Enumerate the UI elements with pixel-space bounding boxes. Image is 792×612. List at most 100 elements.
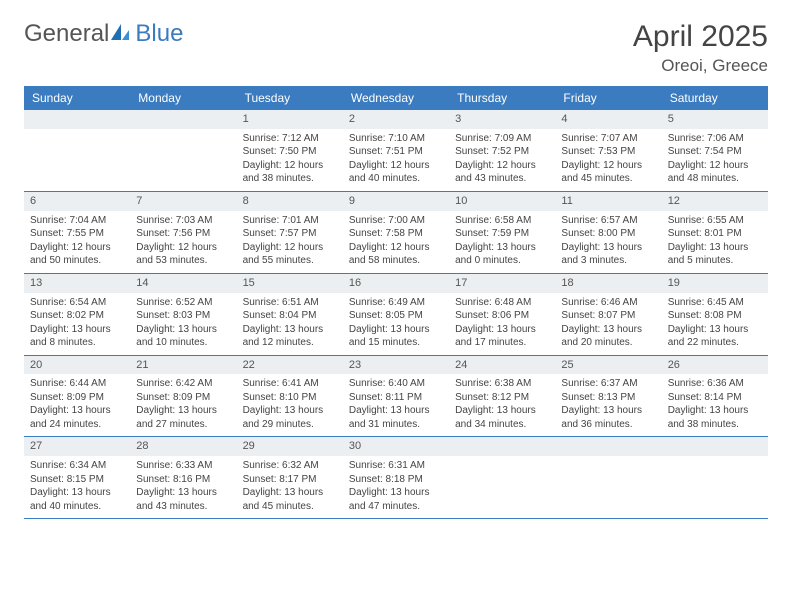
daylight-text: Daylight: 12 hours and 38 minutes.	[243, 159, 337, 186]
day-number: 28	[130, 437, 236, 456]
sunset-text: Sunset: 8:13 PM	[561, 391, 655, 405]
sunrise-text: Sunrise: 6:49 AM	[349, 296, 443, 310]
daylight-text: Daylight: 12 hours and 40 minutes.	[349, 159, 443, 186]
sail-icon	[109, 22, 131, 47]
daylight-text: Daylight: 13 hours and 29 minutes.	[243, 404, 337, 431]
weekday-header: Sunday	[24, 86, 130, 110]
day-cell	[449, 437, 555, 518]
day-cell: 5Sunrise: 7:06 AMSunset: 7:54 PMDaylight…	[662, 110, 768, 191]
day-body: Sunrise: 6:31 AMSunset: 8:18 PMDaylight:…	[343, 456, 449, 518]
sunrise-text: Sunrise: 6:37 AM	[561, 377, 655, 391]
day-number: 2	[343, 110, 449, 129]
day-number: 12	[662, 192, 768, 211]
sunset-text: Sunset: 7:52 PM	[455, 145, 549, 159]
sunset-text: Sunset: 8:07 PM	[561, 309, 655, 323]
weekday-header-row: SundayMondayTuesdayWednesdayThursdayFrid…	[24, 86, 768, 110]
day-body: Sunrise: 6:41 AMSunset: 8:10 PMDaylight:…	[237, 374, 343, 436]
daylight-text: Daylight: 13 hours and 20 minutes.	[561, 323, 655, 350]
sunrise-text: Sunrise: 6:46 AM	[561, 296, 655, 310]
day-number: 4	[555, 110, 661, 129]
day-body: Sunrise: 7:00 AMSunset: 7:58 PMDaylight:…	[343, 211, 449, 273]
day-number: 13	[24, 274, 130, 293]
day-cell: 8Sunrise: 7:01 AMSunset: 7:57 PMDaylight…	[237, 192, 343, 273]
day-cell: 3Sunrise: 7:09 AMSunset: 7:52 PMDaylight…	[449, 110, 555, 191]
sunrise-text: Sunrise: 6:36 AM	[668, 377, 762, 391]
day-body: Sunrise: 6:55 AMSunset: 8:01 PMDaylight:…	[662, 211, 768, 273]
sunset-text: Sunset: 7:55 PM	[30, 227, 124, 241]
sunrise-text: Sunrise: 6:33 AM	[136, 459, 230, 473]
day-number: 20	[24, 356, 130, 375]
day-cell: 13Sunrise: 6:54 AMSunset: 8:02 PMDayligh…	[24, 274, 130, 355]
day-cell	[24, 110, 130, 191]
day-body: Sunrise: 7:06 AMSunset: 7:54 PMDaylight:…	[662, 129, 768, 191]
day-body	[130, 129, 236, 137]
sunrise-text: Sunrise: 6:58 AM	[455, 214, 549, 228]
daylight-text: Daylight: 13 hours and 10 minutes.	[136, 323, 230, 350]
sunrise-text: Sunrise: 6:54 AM	[30, 296, 124, 310]
day-body: Sunrise: 6:32 AMSunset: 8:17 PMDaylight:…	[237, 456, 343, 518]
week-row: 27Sunrise: 6:34 AMSunset: 8:15 PMDayligh…	[24, 437, 768, 519]
weekday-header: Saturday	[662, 86, 768, 110]
day-number: 18	[555, 274, 661, 293]
sunset-text: Sunset: 7:51 PM	[349, 145, 443, 159]
day-body: Sunrise: 6:34 AMSunset: 8:15 PMDaylight:…	[24, 456, 130, 518]
sunrise-text: Sunrise: 7:06 AM	[668, 132, 762, 146]
day-body: Sunrise: 6:57 AMSunset: 8:00 PMDaylight:…	[555, 211, 661, 273]
day-cell: 17Sunrise: 6:48 AMSunset: 8:06 PMDayligh…	[449, 274, 555, 355]
day-body: Sunrise: 6:48 AMSunset: 8:06 PMDaylight:…	[449, 293, 555, 355]
day-cell: 25Sunrise: 6:37 AMSunset: 8:13 PMDayligh…	[555, 356, 661, 437]
day-cell: 4Sunrise: 7:07 AMSunset: 7:53 PMDaylight…	[555, 110, 661, 191]
sunrise-text: Sunrise: 7:07 AM	[561, 132, 655, 146]
day-cell	[555, 437, 661, 518]
brand-part1: General	[24, 20, 109, 48]
sunset-text: Sunset: 8:06 PM	[455, 309, 549, 323]
sunrise-text: Sunrise: 7:10 AM	[349, 132, 443, 146]
day-body: Sunrise: 7:03 AMSunset: 7:56 PMDaylight:…	[130, 211, 236, 273]
day-body: Sunrise: 6:46 AMSunset: 8:07 PMDaylight:…	[555, 293, 661, 355]
day-number: 30	[343, 437, 449, 456]
day-cell: 26Sunrise: 6:36 AMSunset: 8:14 PMDayligh…	[662, 356, 768, 437]
weekday-header: Monday	[130, 86, 236, 110]
title-block: April 2025 Oreoi, Greece	[633, 20, 768, 76]
sunrise-text: Sunrise: 6:51 AM	[243, 296, 337, 310]
sunrise-text: Sunrise: 6:45 AM	[668, 296, 762, 310]
week-row: 6Sunrise: 7:04 AMSunset: 7:55 PMDaylight…	[24, 192, 768, 274]
day-body: Sunrise: 7:01 AMSunset: 7:57 PMDaylight:…	[237, 211, 343, 273]
daylight-text: Daylight: 13 hours and 15 minutes.	[349, 323, 443, 350]
sunrise-text: Sunrise: 6:55 AM	[668, 214, 762, 228]
day-cell: 10Sunrise: 6:58 AMSunset: 7:59 PMDayligh…	[449, 192, 555, 273]
day-cell: 7Sunrise: 7:03 AMSunset: 7:56 PMDaylight…	[130, 192, 236, 273]
sunrise-text: Sunrise: 6:48 AM	[455, 296, 549, 310]
sunrise-text: Sunrise: 6:38 AM	[455, 377, 549, 391]
day-cell: 2 Sunrise: 7:10 AMSunset: 7:51 PMDaylight…	[343, 110, 449, 191]
day-number: 22	[237, 356, 343, 375]
daylight-text: Daylight: 13 hours and 43 minutes.	[136, 486, 230, 513]
day-cell: 23Sunrise: 6:40 AMSunset: 8:11 PMDayligh…	[343, 356, 449, 437]
day-number: 5	[662, 110, 768, 129]
sunrise-text: Sunrise: 6:52 AM	[136, 296, 230, 310]
day-body: Sunrise: 6:44 AMSunset: 8:09 PMDaylight:…	[24, 374, 130, 436]
sunrise-text: Sunrise: 6:34 AM	[30, 459, 124, 473]
sunset-text: Sunset: 8:00 PM	[561, 227, 655, 241]
day-cell: 6Sunrise: 7:04 AMSunset: 7:55 PMDaylight…	[24, 192, 130, 273]
day-body: Sunrise: 7:12 AMSunset: 7:50 PMDaylight:…	[237, 129, 343, 191]
day-body: Sunrise: 6:40 AMSunset: 8:11 PMDaylight:…	[343, 374, 449, 436]
day-cell: 1Sunrise: 7:12 AMSunset: 7:50 PMDaylight…	[237, 110, 343, 191]
day-body	[662, 456, 768, 464]
sunrise-text: Sunrise: 7:12 AM	[243, 132, 337, 146]
day-number	[130, 110, 236, 129]
sunrise-text: Sunrise: 7:01 AM	[243, 214, 337, 228]
day-number: 24	[449, 356, 555, 375]
daylight-text: Daylight: 12 hours and 45 minutes.	[561, 159, 655, 186]
day-cell: 20Sunrise: 6:44 AMSunset: 8:09 PMDayligh…	[24, 356, 130, 437]
sunrise-text: Sunrise: 7:03 AM	[136, 214, 230, 228]
daylight-text: Daylight: 13 hours and 27 minutes.	[136, 404, 230, 431]
day-body: Sunrise: 6:49 AMSunset: 8:05 PMDaylight:…	[343, 293, 449, 355]
day-number	[449, 437, 555, 456]
week-row: 20Sunrise: 6:44 AMSunset: 8:09 PMDayligh…	[24, 356, 768, 438]
weekday-header: Thursday	[449, 86, 555, 110]
sunset-text: Sunset: 7:58 PM	[349, 227, 443, 241]
weeks-container: 1Sunrise: 7:12 AMSunset: 7:50 PMDaylight…	[24, 110, 768, 519]
weekday-header: Friday	[555, 86, 661, 110]
sunset-text: Sunset: 7:57 PM	[243, 227, 337, 241]
